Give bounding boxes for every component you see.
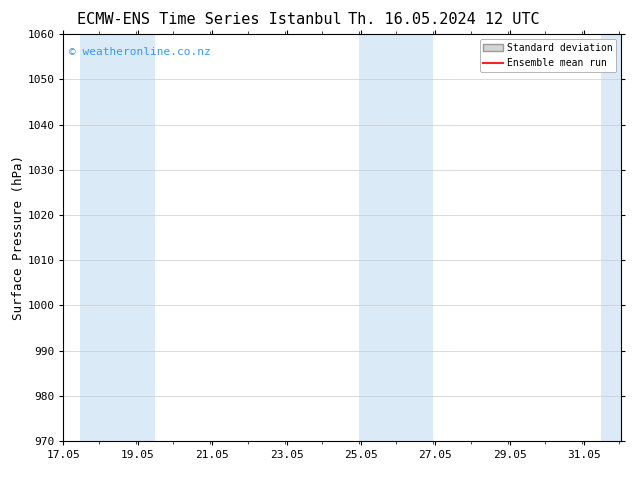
Bar [601,34,621,441]
Bar [359,34,434,441]
Legend: Standard deviation, Ensemble mean run: Standard deviation, Ensemble mean run [479,39,616,72]
Y-axis label: Surface Pressure (hPa): Surface Pressure (hPa) [11,155,25,320]
Text: © weatheronline.co.nz: © weatheronline.co.nz [69,47,210,56]
Text: ECMW-ENS Time Series Istanbul: ECMW-ENS Time Series Istanbul [77,12,342,27]
Bar [80,34,155,441]
Text: Th. 16.05.2024 12 UTC: Th. 16.05.2024 12 UTC [348,12,540,27]
